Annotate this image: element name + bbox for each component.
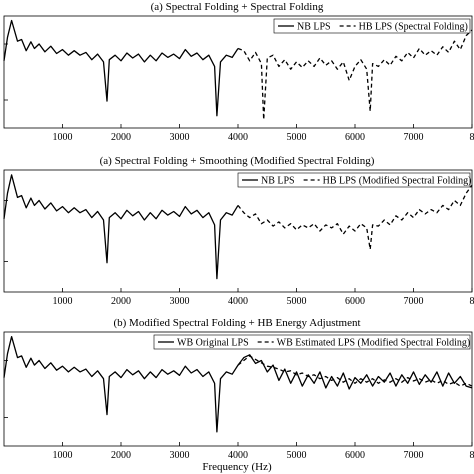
series-line (237, 29, 473, 121)
panel-3: 1000 2000 3000 4000 5000 6000 7000 8 WB Original… (3, 331, 474, 461)
series-line (237, 355, 473, 387)
x-tick-label: 7000 (404, 450, 424, 461)
panel-2: 1000 2000 3000 4000 5000 6000 7000 8 NB LPS HB LP… (3, 169, 474, 307)
x-tick-label: 1000 (53, 450, 73, 461)
panel-1: 1000 2000 3000 4000 5000 6000 7000 8 NB LPS HB LP… (3, 15, 474, 143)
x-tick-label: 6000 (345, 296, 365, 307)
legend-label: NB LPS (297, 22, 331, 33)
x-tick-label: 5000 (287, 450, 307, 461)
legend-box (153, 334, 471, 350)
legend-label: NB LPS (261, 176, 295, 187)
series-line (237, 184, 473, 250)
x-tick-label: 1000 (53, 296, 73, 307)
x-tick-label: 3000 (170, 132, 190, 143)
x-tick-label: 3000 (170, 450, 190, 461)
x-tick-label: 7000 (404, 132, 424, 143)
series-line (3, 335, 473, 433)
x-tick-label: 3000 (170, 296, 190, 307)
x-tick-label: 2000 (111, 296, 131, 307)
legend-label: WB Original LPS (177, 338, 249, 349)
x-tick-label: 1000 (53, 132, 73, 143)
x-axis-label: Frequency (Hz) (202, 461, 272, 473)
x-tick-label: 5000 (287, 132, 307, 143)
x-tick-label: 4000 (228, 296, 248, 307)
x-tick-label: 4000 (228, 132, 248, 143)
series-line (3, 174, 239, 280)
x-tick-label: 8 (470, 296, 474, 307)
panel-2-title: (a) Spectral Folding + Smoothing (Modifi… (100, 155, 375, 167)
legend-label: WB Estimated LPS (Modified Spectral Fold… (277, 338, 471, 349)
x-tick-label: 5000 (287, 296, 307, 307)
series-line (3, 19, 239, 117)
x-tick-label: 7000 (404, 296, 424, 307)
plot-frame (3, 169, 473, 293)
legend-label: HB LPS (Modified Spectral Folding) (323, 176, 472, 187)
x-tick-label: 8 (470, 132, 474, 143)
legend-label: HB LPS (Spectral Folding) (359, 22, 468, 33)
x-tick-label: 4000 (228, 450, 248, 461)
x-tick-label: 2000 (111, 132, 131, 143)
x-tick-label: 8 (470, 450, 474, 461)
x-tick-label: 2000 (111, 450, 131, 461)
panel-1-title: (a) Spectral Folding + Spectral Folding (151, 1, 324, 13)
x-tick-label: 6000 (345, 450, 365, 461)
panel-3-title: (b) Modified Spectral Folding + HB Energ… (113, 317, 360, 329)
legend-box (273, 18, 471, 34)
legend-box (237, 172, 471, 188)
x-tick-label: 6000 (345, 132, 365, 143)
